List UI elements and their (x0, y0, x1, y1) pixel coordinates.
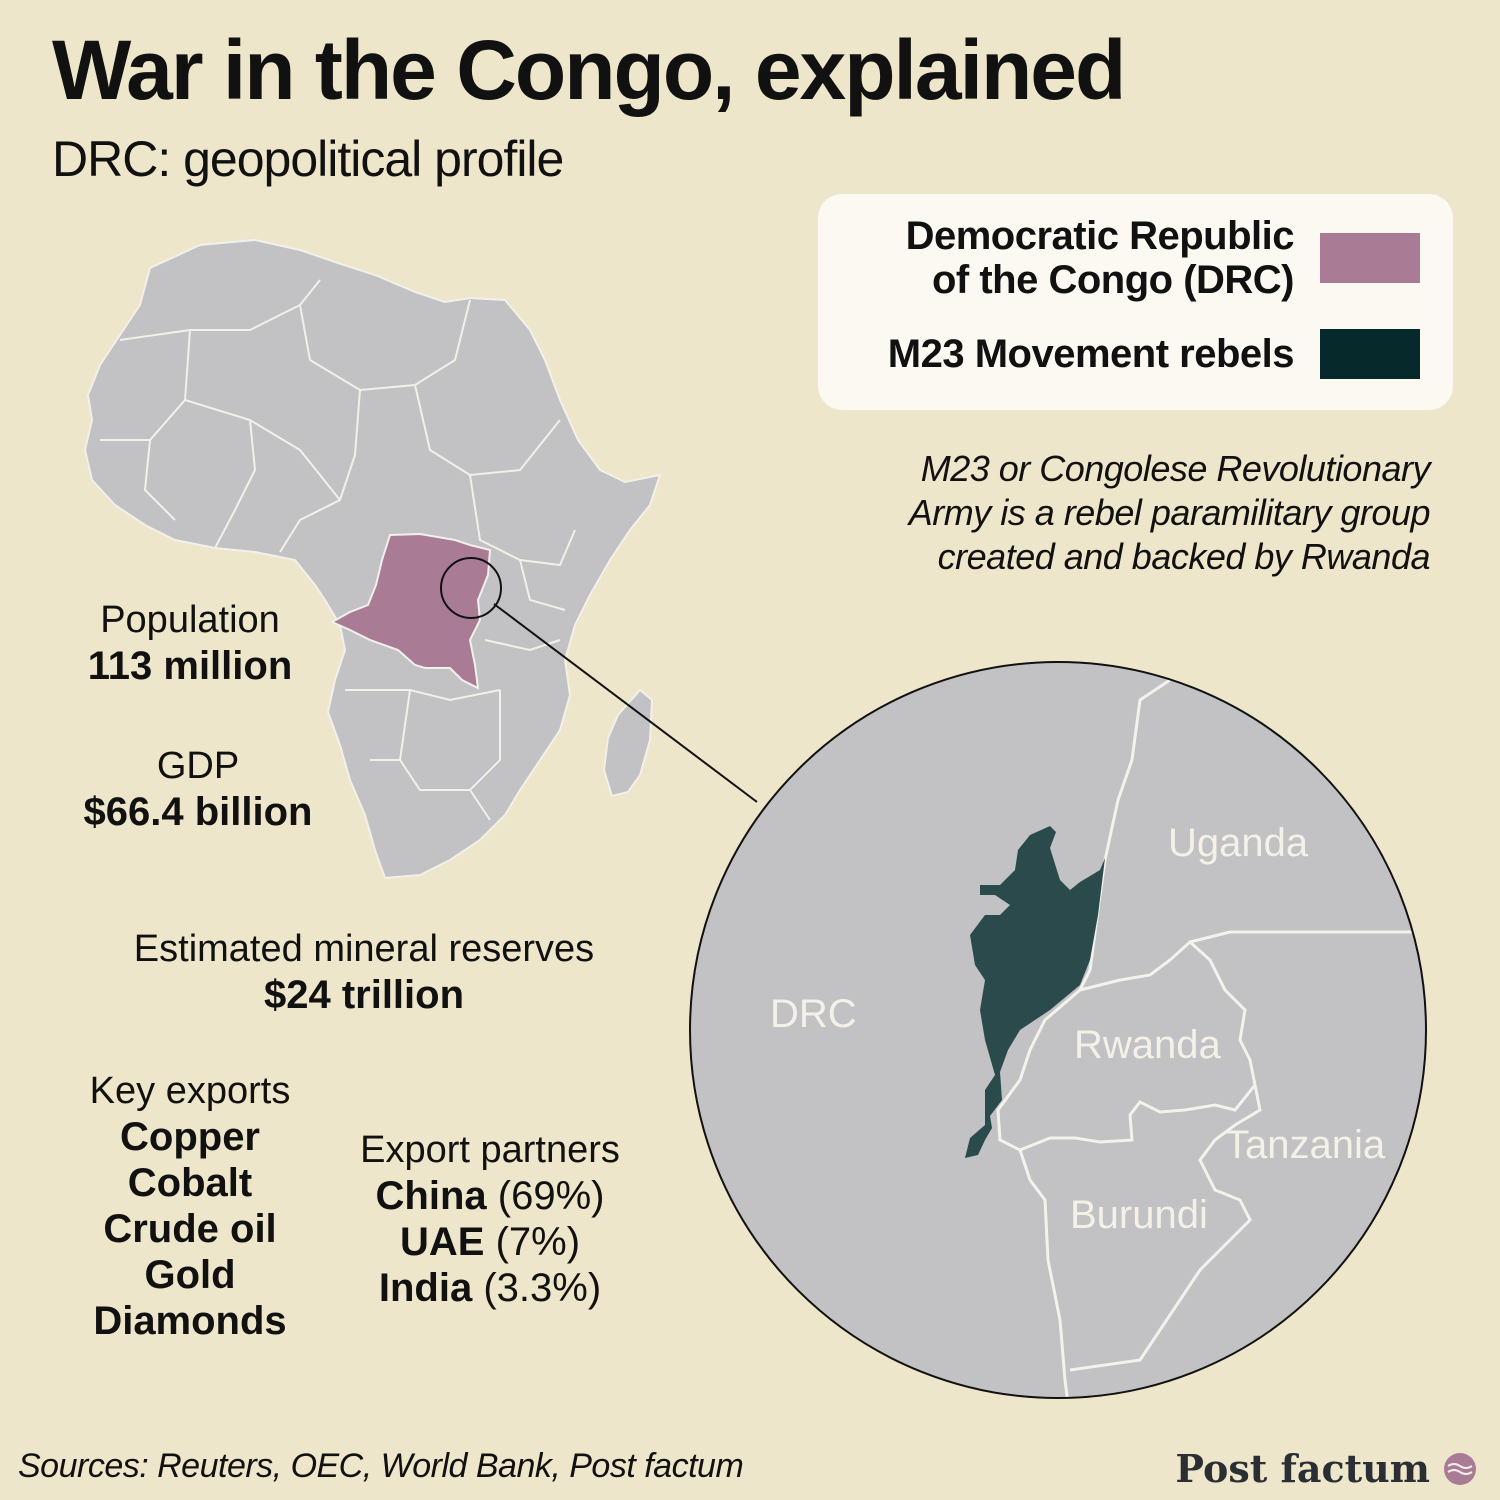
label-drc: DRC (770, 992, 857, 1036)
partner-country: UAE (399, 1220, 485, 1264)
legend-swatch-drc (1320, 233, 1420, 283)
note-line1: M23 or Congolese Revolutionary (920, 448, 1431, 489)
sources-footer: Sources: Reuters, OEC, World Bank, Post … (18, 1447, 744, 1485)
legend-item-drc: Democratic Republic of the Congo (DRC) (906, 214, 1420, 302)
label-uganda: Uganda (1168, 821, 1309, 865)
minerals-stat: Estimated mineral reserves $24 trillion (104, 926, 624, 1018)
legend-label-drc: Democratic Republic of the Congo (DRC) (905, 214, 1295, 302)
gdp-label: GDP (156, 745, 240, 787)
partner-row: UAE (7%) (330, 1219, 650, 1265)
legend-item-m23: M23 Movement rebels (888, 329, 1420, 379)
export-item: Copper (120, 1115, 260, 1159)
partner-country: India (378, 1266, 473, 1310)
legend-label-m23: M23 Movement rebels (887, 332, 1295, 376)
page-title: War in the Congo, explained (52, 23, 1126, 117)
brand-name: Post factum (1175, 1446, 1430, 1491)
inset-map (690, 662, 1426, 1398)
export-partners: Export partners China (69%) UAE (7%) Ind… (330, 1127, 650, 1311)
legend-drc-line1: Democratic Republic (905, 214, 1295, 258)
m23-region (965, 826, 1105, 1158)
leader-line (493, 603, 758, 803)
brand-logo-icon (1444, 1453, 1476, 1485)
partner-row: India (3.3%) (330, 1265, 650, 1311)
partner-country: China (375, 1174, 487, 1218)
legend: Democratic Republic of the Congo (DRC) M… (818, 194, 1453, 410)
drc-region (329, 532, 492, 690)
label-burundi: Burundi (1070, 1193, 1208, 1237)
gdp-stat: GDP $66.4 billion (48, 743, 348, 835)
export-item: Gold (144, 1253, 236, 1297)
partners-heading: Export partners (360, 1129, 620, 1171)
madagascar (602, 688, 654, 798)
note-line3: created and backed by Rwanda (937, 536, 1431, 577)
export-item: Diamonds (93, 1299, 287, 1343)
partner-row: China (69%) (330, 1173, 650, 1219)
note-line2: Army is a rebel paramilitary group (908, 492, 1431, 533)
minerals-label: Estimated mineral reserves (133, 928, 595, 970)
legend-swatch-m23 (1320, 329, 1420, 379)
exports-heading: Key exports (89, 1070, 291, 1112)
locator-circle (440, 557, 502, 619)
population-value: 113 million (87, 644, 293, 688)
minerals-value: $24 trillion (263, 973, 465, 1017)
africa-continent (83, 238, 662, 880)
partner-share: (3.3%) (483, 1266, 602, 1310)
page-subtitle: DRC: geopolitical profile (52, 131, 564, 187)
export-item: Cobalt (127, 1161, 253, 1205)
legend-drc-line2: of the Congo (DRC) (931, 258, 1295, 302)
population-label: Population (100, 599, 280, 641)
gdp-value: $66.4 billion (83, 790, 313, 834)
partner-share: (7%) (495, 1220, 581, 1264)
label-tanzania: Tanzania (1225, 1123, 1386, 1167)
africa-borders (100, 279, 576, 821)
population-stat: Population 113 million (40, 597, 340, 689)
key-exports: Key exports Copper Cobalt Crude oil Gold… (30, 1068, 350, 1344)
export-item: Crude oil (103, 1207, 277, 1251)
inset-circle-outline (689, 661, 1427, 1399)
partner-share: (69%) (497, 1174, 605, 1218)
m23-note: M23 or Congolese Revolutionary Army is a… (790, 447, 1431, 579)
label-rwanda: Rwanda (1074, 1023, 1222, 1067)
